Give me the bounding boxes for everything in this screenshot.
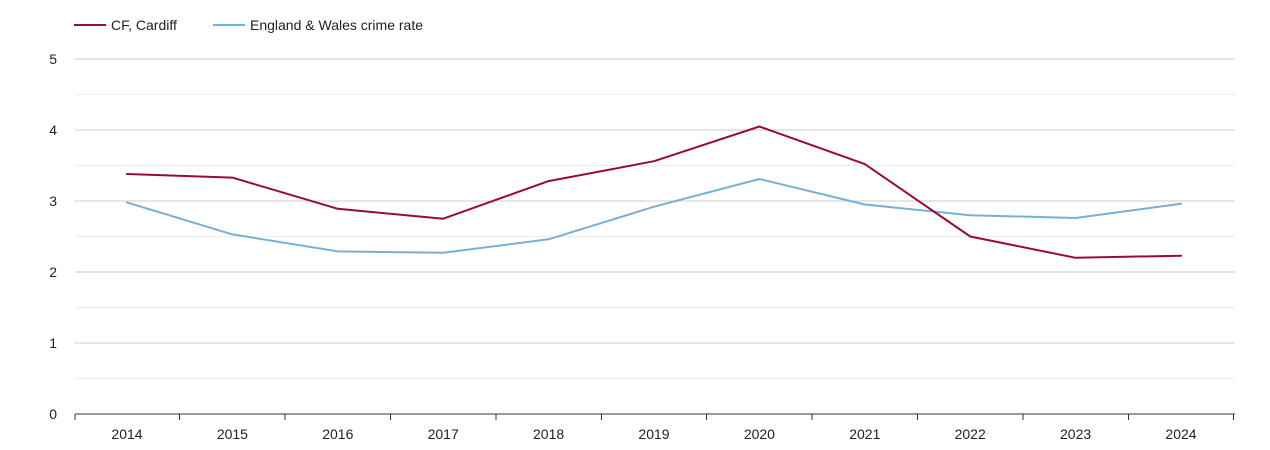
x-tick-label: 2017 (428, 426, 459, 442)
y-tick-label: 2 (49, 264, 57, 280)
x-tick-label: 2018 (533, 426, 564, 442)
legend-swatch-cardiff (74, 24, 106, 26)
x-tick-label: 2020 (744, 426, 775, 442)
x-tick-labels: 2014 2015 2016 2017 2018 2019 2020 2021 2022 2023… (111, 426, 1196, 442)
axes (74, 413, 1235, 420)
legend-item-england-wales[interactable]: England & Wales crime rate (213, 17, 423, 33)
series-line-cardiff[interactable] (126, 125, 1182, 259)
y-tick-label: 5 (49, 51, 57, 67)
x-tick-label: 2016 (322, 426, 353, 442)
legend-label-cardiff: CF, Cardiff (111, 17, 177, 33)
series-lines (126, 125, 1182, 259)
x-tick-label: 2024 (1165, 426, 1196, 442)
x-tick-label: 2021 (849, 426, 880, 442)
x-tick-label: 2019 (638, 426, 669, 442)
legend-item-cardiff[interactable]: CF, Cardiff (74, 17, 177, 33)
legend-label-england-wales: England & Wales crime rate (250, 17, 423, 33)
x-tick-label: 2023 (1060, 426, 1091, 442)
y-tick-label: 4 (49, 122, 57, 138)
y-tick-label: 3 (49, 193, 57, 209)
x-tick-label: 2014 (111, 426, 142, 442)
y-tick-label: 0 (49, 406, 57, 422)
legend-swatch-england-wales (213, 24, 245, 26)
x-tick-label: 2022 (955, 426, 986, 442)
grid-lines (75, 58, 1235, 379)
y-tick-labels: 0 1 2 3 4 5 (49, 51, 57, 422)
y-tick-label: 1 (49, 335, 57, 351)
x-tick-label: 2015 (217, 426, 248, 442)
series-line-england-wales[interactable] (126, 178, 1182, 254)
